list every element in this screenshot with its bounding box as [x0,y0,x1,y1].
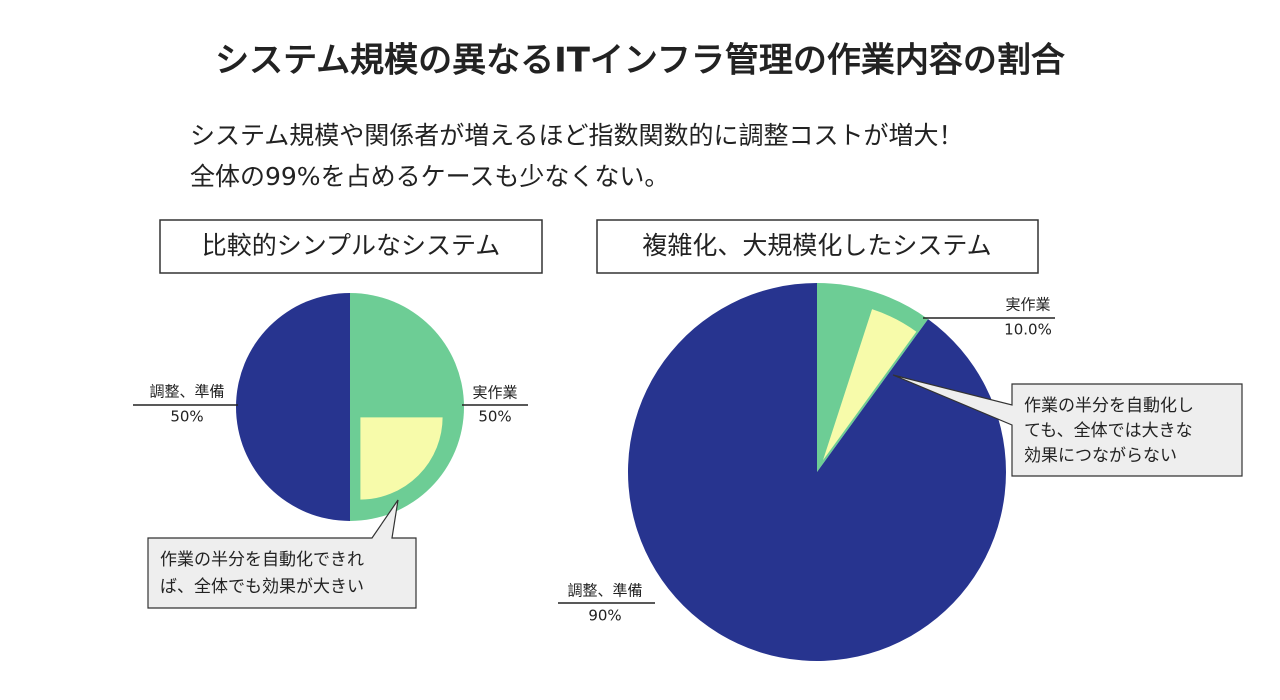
value-label: 50% [478,408,511,426]
callout-text: 作業の半分を自動化し [1024,396,1194,416]
title: システム規模の異なるITインフラ管理の作業内容の割合 [215,41,1065,81]
subtitle: 全体の99%を占めるケースも少なくない。 [190,162,669,191]
callout [147,499,417,609]
subtitle: システム規模や関係者が増えるほど指数関数的に調整コストが増大！ [190,121,964,150]
value-label: 50% [170,408,203,426]
chart-title-box [159,219,543,274]
slice-label: 実作業 [472,384,517,402]
slice-label: 実作業 [1005,296,1050,314]
slice-label: 調整、準備 [567,582,642,600]
value-label: 10.0% [1004,321,1052,339]
callout-text: 効果につながらない [1024,446,1177,466]
chart-title-box [596,219,1039,274]
callout [892,374,1243,477]
pie-slice [628,283,1006,661]
callout-text: ば、全体でも効果が大きい [160,577,364,597]
callout-text: 作業の半分を自動化できれ [160,550,364,570]
pie-slice [236,293,350,521]
callout-text: ても、全体では大きな [1024,421,1193,441]
highlight-wedge [821,307,918,464]
value-label: 90% [588,607,621,625]
chart-title: 複雑化、大規模化したシステム [642,231,991,260]
highlight-wedge [359,416,444,501]
chart-title: 比較的シンプルなシステム [202,231,501,260]
slice-label: 調整、準備 [149,383,224,401]
